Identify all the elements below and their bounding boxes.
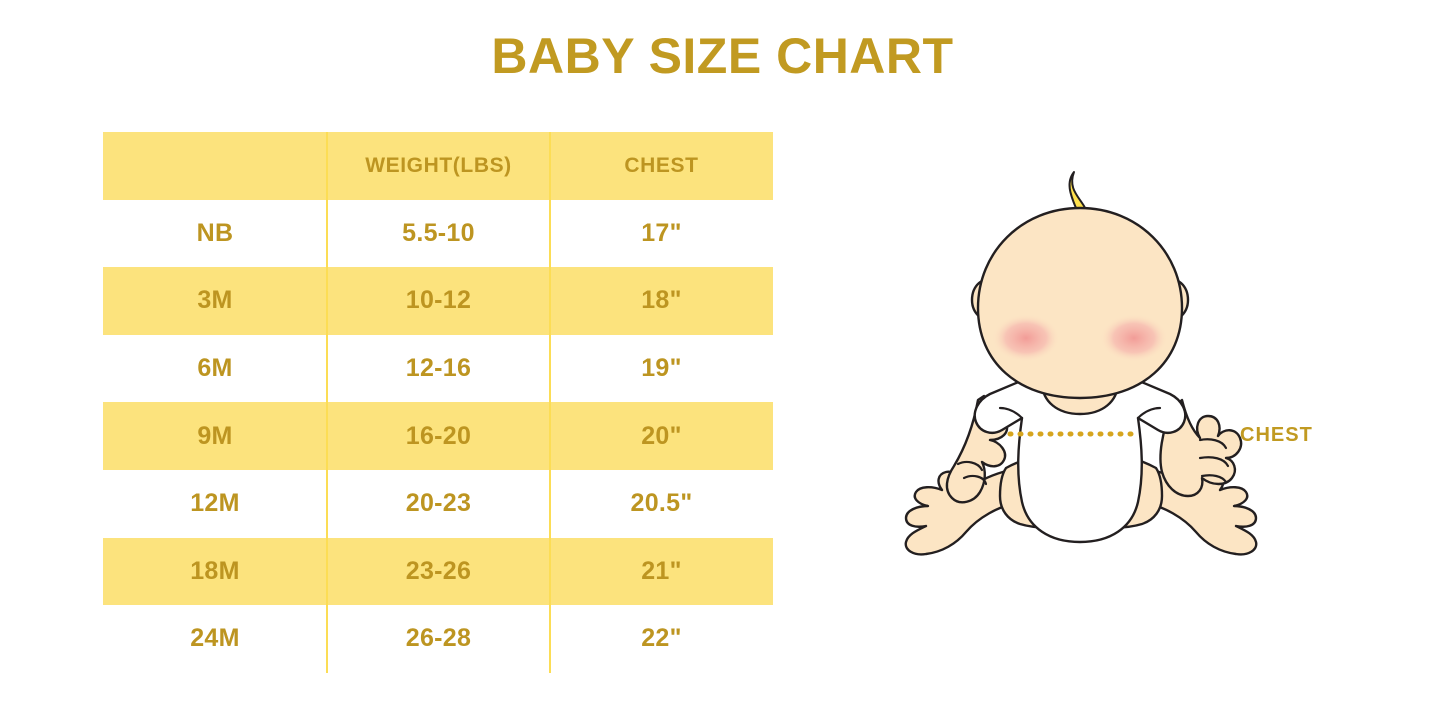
cell-weight: 12-16	[405, 354, 472, 383]
cell-size: NB	[196, 218, 234, 247]
chest-measurement-label: CHEST	[1240, 424, 1313, 446]
cell-weight: 20-23	[405, 489, 472, 518]
table-row: 9M 16-20 20"	[103, 402, 773, 470]
baby-left-cheek	[992, 314, 1060, 362]
cell-chest: 18"	[641, 286, 682, 315]
table-header-row: WEIGHT(LBS) CHEST	[103, 132, 773, 200]
baby-illustration	[870, 150, 1290, 610]
cell-size: 18M	[190, 556, 240, 585]
column-divider-1	[326, 132, 328, 673]
column-header-chest: CHEST	[624, 153, 699, 177]
table-row: 12M 20-23 20.5"	[103, 469, 773, 538]
cell-weight: 23-26	[405, 556, 472, 585]
table-row: 18M 23-26 21"	[103, 537, 773, 606]
cell-size: 24M	[190, 624, 240, 653]
column-divider-2	[549, 132, 551, 673]
cell-weight: 26-28	[405, 624, 472, 653]
cell-chest: 20"	[641, 421, 682, 450]
table-row: 24M 26-28 22"	[103, 605, 773, 673]
cell-size: 12M	[190, 489, 240, 518]
baby-left-hand	[956, 460, 988, 486]
cell-chest: 22"	[641, 624, 682, 653]
cell-chest: 20.5"	[630, 489, 693, 518]
cell-weight: 16-20	[405, 421, 472, 450]
table-row: 6M 12-16 19"	[103, 334, 773, 403]
cell-weight: 5.5-10	[402, 218, 475, 247]
cell-size: 3M	[197, 286, 233, 315]
baby-right-cheek	[1100, 314, 1168, 362]
column-header-weight: WEIGHT(LBS)	[365, 153, 512, 177]
page-title: BABY SIZE CHART	[491, 28, 954, 84]
cell-chest: 17"	[641, 218, 682, 247]
cell-chest: 21"	[641, 556, 682, 585]
cell-size: 6M	[197, 354, 233, 383]
baby-head	[976, 206, 1184, 400]
table-row: 3M 10-12 18"	[103, 267, 773, 335]
cell-weight: 10-12	[405, 286, 472, 315]
table-row: NB 5.5-10 17"	[103, 199, 773, 268]
cell-chest: 19"	[641, 354, 682, 383]
size-chart-table: WEIGHT(LBS) CHEST NB 5.5-10 17" 3M 10-12…	[103, 132, 773, 673]
baby-right-fist	[1198, 438, 1230, 484]
cell-size: 9M	[197, 421, 233, 450]
onesie-sleeve-seams	[998, 406, 1162, 420]
